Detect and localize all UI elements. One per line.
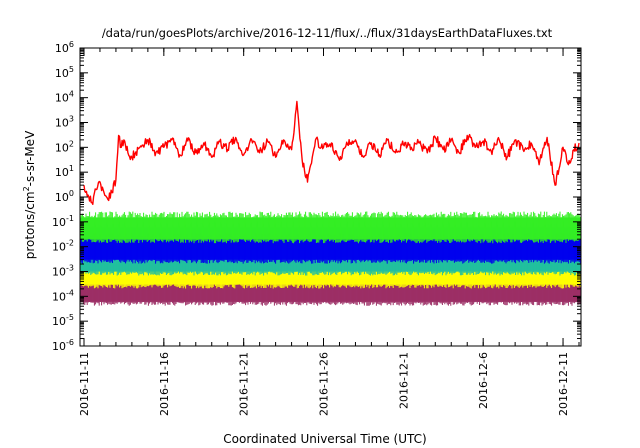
y-tick-label-base: 10 — [55, 92, 69, 105]
y-axis-label-main: protons/cm — [23, 191, 37, 259]
y-tick-label-exponent: 2 — [69, 139, 74, 148]
y-tick-label-exponent: 1 — [69, 164, 74, 173]
y-tick-label: 102 — [55, 139, 74, 154]
y-tick-label: 10-6 — [52, 338, 74, 353]
x-tick-label: 2016-12-1 — [397, 352, 410, 409]
y-tick-label-exponent: -2 — [66, 239, 74, 248]
y-tick-label: 106 — [55, 40, 74, 55]
y-tick-label-base: 10 — [55, 166, 69, 179]
x-tick-label: 2016-11-16 — [158, 352, 171, 416]
series-4 — [79, 233, 581, 264]
y-tick-label-exponent: -3 — [66, 264, 74, 273]
y-tick-label-exponent: 5 — [69, 65, 74, 74]
x-tick-label: 2016-11-21 — [238, 352, 251, 416]
y-tick-label-exponent: 0 — [69, 189, 74, 198]
y-tick-label-base: 10 — [52, 216, 66, 229]
chart-title: /data/run/goesPlots/archive/2016-12-11/f… — [102, 26, 553, 40]
y-tick-label: 10-5 — [52, 313, 74, 328]
y-axis-label: protons/cm2-s-sr-MeV — [22, 130, 37, 259]
y-tick-label-base: 10 — [52, 340, 66, 353]
y-tick-label: 10-4 — [52, 288, 74, 303]
y-axis-label-tail: -s-sr-MeV — [23, 130, 37, 186]
series-5 — [79, 211, 581, 244]
y-tick-label-base: 10 — [55, 67, 69, 80]
y-tick-label-exponent: -1 — [66, 214, 74, 223]
y-tick-label-exponent: 3 — [69, 115, 74, 124]
axes: 10-610-510-410-310-210-11001011021031041… — [52, 40, 582, 416]
y-tick-label-exponent: -6 — [66, 338, 74, 347]
x-tick-label: 2016-11-26 — [318, 352, 331, 416]
y-tick-label-base: 10 — [55, 117, 69, 130]
y-tick-label-exponent: 4 — [69, 90, 74, 99]
y-tick-label: 104 — [55, 90, 74, 105]
y-axis-label-superscript: 2 — [22, 186, 31, 191]
y-tick-label-base: 10 — [55, 141, 69, 154]
y-tick-label-base: 10 — [52, 241, 66, 254]
y-tick-label-base: 10 — [52, 290, 66, 303]
y-tick-label-base: 10 — [55, 42, 69, 55]
x-axis-label: Coordinated Universal Time (UTC) — [223, 432, 426, 446]
y-tick-label: 105 — [55, 65, 74, 80]
y-tick-label-exponent: -4 — [66, 288, 74, 297]
x-tick-label: 2016-12-11 — [557, 352, 570, 416]
y-tick-label-base: 10 — [52, 266, 66, 279]
y-tick-label: 10-1 — [52, 214, 74, 229]
y-tick-label: 10-2 — [52, 239, 74, 254]
x-tick-label: 2016-11-11 — [78, 352, 91, 416]
y-tick-label-base: 10 — [55, 191, 69, 204]
series-6-line — [83, 100, 580, 205]
y-tick-label-base: 10 — [52, 315, 66, 328]
y-tick-label: 101 — [55, 164, 74, 179]
plot-area — [79, 100, 581, 306]
y-tick-label-exponent: -5 — [66, 313, 74, 322]
x-tick-label: 2016-12-6 — [477, 352, 490, 409]
y-tick-label-exponent: 6 — [69, 40, 74, 49]
y-tick-label: 103 — [55, 115, 74, 130]
y-tick-label: 100 — [55, 189, 74, 204]
y-tick-label: 10-3 — [52, 264, 74, 279]
